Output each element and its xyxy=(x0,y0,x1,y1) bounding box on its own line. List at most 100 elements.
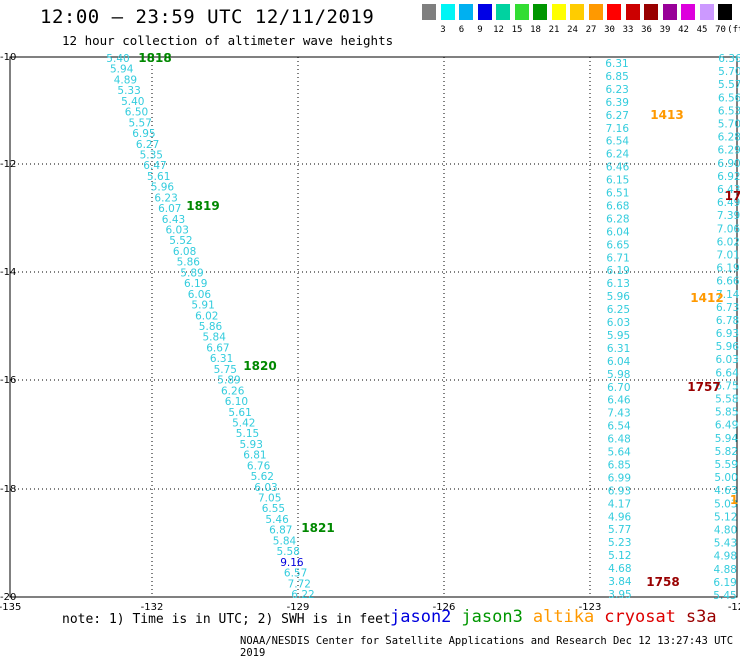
swh-value-label: 5.03 xyxy=(714,498,737,510)
swh-value-label: 6.23 xyxy=(154,192,177,204)
swh-value-label: 5.77 xyxy=(608,524,631,536)
swh-value-label: 5.70 xyxy=(718,118,740,130)
swh-value-label: 6.19 xyxy=(716,263,739,275)
swh-value-label: 6.26 xyxy=(221,385,245,397)
legend-label: 39 xyxy=(659,25,671,35)
satellite-cryosat: cryosat xyxy=(604,607,676,627)
legend-label: 24 xyxy=(567,25,578,35)
satellite-s3a: s3a xyxy=(685,607,717,627)
swh-value-label: 6.56 xyxy=(718,92,740,104)
swh-value-label: 7.01 xyxy=(716,249,739,261)
legend-label: 21 xyxy=(548,25,560,35)
swh-value-label: 6.04 xyxy=(607,356,631,368)
swh-value-label: 6.47 xyxy=(143,160,166,172)
legend-swatch xyxy=(607,4,621,20)
page-subtitle: 12 hour collection of altimeter wave hei… xyxy=(62,33,394,48)
swh-value-label: 5.42 xyxy=(232,417,255,429)
swh-value-label: 5.35 xyxy=(140,149,163,161)
legend-swatch xyxy=(699,4,714,20)
swh-value-label: 5.96 xyxy=(716,341,740,353)
swh-value-label: 6.46 xyxy=(607,395,631,407)
footer-note: note: 1) Time is in UTC; 2) SWH is in fe… xyxy=(62,612,391,627)
lat-tick-label: -10 xyxy=(0,52,16,63)
swh-value-label: 4.63 xyxy=(714,485,737,497)
swh-value-label: 6.06 xyxy=(188,289,212,301)
swh-value-label: 5.85 xyxy=(715,407,738,419)
swh-value-label: 5.61 xyxy=(228,407,251,419)
swh-value-label: 6.76 xyxy=(247,460,271,472)
legend-swatch xyxy=(644,4,658,20)
pass-time-label: 1412 xyxy=(690,291,723,305)
swh-value-label: 6.04 xyxy=(606,226,630,238)
lon-tick-label: -126 xyxy=(433,602,456,613)
swh-value-label: 6.46 xyxy=(606,162,630,174)
map-frame xyxy=(9,56,738,598)
swh-value-label: 6.15 xyxy=(606,175,629,187)
legend-swatch xyxy=(570,4,584,20)
swh-value-label: 6.24 xyxy=(606,149,630,161)
swh-value-label: 6.13 xyxy=(607,278,630,290)
satellite-jason2: jason2 xyxy=(390,607,452,627)
pass-time-label: 1818 xyxy=(138,51,171,65)
pass-time-label: 1820 xyxy=(243,359,276,373)
swh-value-label: 5.62 xyxy=(251,471,274,483)
legend-label: 70 xyxy=(715,25,726,35)
swh-value-label: 5.12 xyxy=(608,550,631,562)
map-grid xyxy=(9,56,738,598)
swh-value-label: 6.54 xyxy=(606,136,630,148)
swh-value-label: 6.85 xyxy=(608,459,631,471)
legend-label: 30 xyxy=(604,25,615,35)
legend-label: 15 xyxy=(511,25,523,35)
swh-value-label: 5.70 xyxy=(718,66,740,78)
swh-value-label: 6.57 xyxy=(284,568,307,580)
swh-value-label: 6.65 xyxy=(606,239,629,251)
swh-value-label: 5.33 xyxy=(117,85,140,97)
swh-value-label: 4.88 xyxy=(714,564,737,576)
legend-swatch xyxy=(477,4,492,20)
swh-value-label: 5.94 xyxy=(715,433,739,445)
swh-value-label: 5.15 xyxy=(236,428,259,440)
swh-value-label: 6.54 xyxy=(607,421,631,433)
swh-value-label: 3.95 xyxy=(608,589,631,601)
legend-label: 33 xyxy=(622,25,634,35)
swh-value-label: 9.16 xyxy=(280,557,304,569)
footer-credit: NOAA/NESDIS Center for Satellite Applica… xyxy=(240,635,734,659)
lat-tick-label: -18 xyxy=(0,484,16,495)
satellite-legend: jason2 jason3 altika cryosat s3a xyxy=(390,607,727,627)
swh-value-label: 7.39 xyxy=(717,210,740,222)
swh-value-label: 6.53 xyxy=(718,105,740,117)
swh-value-label: 6.70 xyxy=(607,382,630,394)
swh-value-label: 5.89 xyxy=(180,267,203,279)
pass-time-label: 1819 xyxy=(186,199,219,213)
legend-label: 45 xyxy=(696,25,708,35)
swh-value-label: 6.95 xyxy=(132,128,155,140)
legend-swatch xyxy=(718,4,732,20)
swh-value-label: 6.43 xyxy=(717,184,740,196)
swh-value-label: 6.73 xyxy=(716,302,739,314)
pass-time-label: 17 xyxy=(725,189,740,203)
legend-unit: (ft) xyxy=(727,25,740,35)
swh-value-label: 6.28 xyxy=(718,132,740,144)
page-title: 12:00 – 23:59 UTC 12/11/2019 xyxy=(40,6,375,28)
swh-value-label: 3.84 xyxy=(608,576,632,588)
legend-swatch xyxy=(440,4,455,20)
swh-value-label: 6.03 xyxy=(715,354,738,366)
swh-value-label: 6.67 xyxy=(206,342,229,354)
legend-label: 12 xyxy=(493,25,504,35)
swh-value-label: 6.03 xyxy=(254,482,277,494)
pass-time-label: 1413 xyxy=(650,108,683,122)
swh-value-label: 6.68 xyxy=(606,200,629,212)
swh-value-label: 6.75 xyxy=(715,380,738,392)
swh-value-label: 4.80 xyxy=(714,525,737,537)
swh-value-label: 5.96 xyxy=(607,291,631,303)
legend-swatch xyxy=(496,4,510,20)
swh-value-label: 6.71 xyxy=(606,252,629,264)
swh-value-label: 7.16 xyxy=(606,123,630,135)
swh-value-label: 6.87 xyxy=(269,525,292,537)
lon-tick-label: -129 xyxy=(287,602,310,613)
swh-value-label: 5.96 xyxy=(151,182,175,194)
swh-value-label: 5.57 xyxy=(129,117,152,129)
swh-value-label: 6.64 xyxy=(715,367,739,379)
swh-value-label: 6.08 xyxy=(173,246,196,258)
swh-value-label: 6.19 xyxy=(606,265,629,277)
